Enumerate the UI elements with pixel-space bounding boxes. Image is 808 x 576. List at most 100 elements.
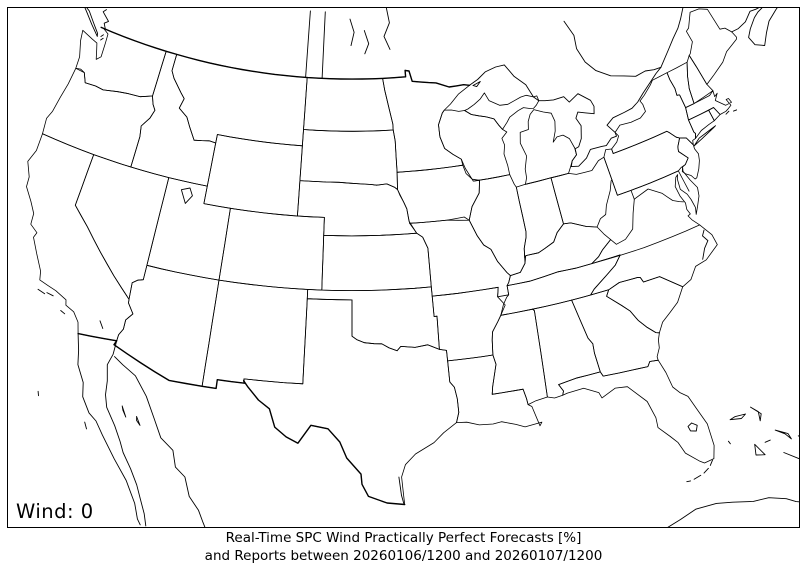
state-boundary-path [686,55,714,104]
coastline-path [667,497,799,527]
state-boundary-path [677,137,700,180]
state-boundary-path [674,166,701,226]
state-boundary-path [591,198,635,264]
hazard-count-label: Wind: 0 [16,500,94,523]
state-boundary-path [678,170,690,192]
coastline-path [100,37,104,41]
state-boundary-path [130,50,217,187]
coastline-path [725,110,730,115]
country-border-path [77,332,246,390]
coastline-path [398,476,405,504]
country-border-path [243,380,406,506]
state-boundary-path [611,72,696,154]
state-boundary-path [519,109,577,185]
state-boundary-path [26,133,134,342]
coastline-path [764,439,771,443]
state-boundary-path [201,279,309,389]
coastline-path [729,413,746,421]
coastline-path [321,11,326,79]
state-boundary-path [306,286,440,352]
state-boundary-path [75,28,167,98]
coastline-path [783,452,799,460]
figure-caption: Real-Time SPC Wind Practically Perfect F… [7,530,800,565]
state-boundary-path [464,92,540,130]
borders-layer [77,26,471,506]
coastline-path [774,429,792,440]
state-boundary-path [431,286,506,362]
state-boundary-path [550,156,613,228]
coastline-path [532,8,778,168]
coastline-path [84,8,98,37]
state-boundary-path [42,67,156,168]
coastline-path [305,10,311,78]
state-boundary-path [203,134,303,217]
state-boundary-path [468,174,527,276]
coastline-path [37,288,46,295]
coastline-path [46,292,54,297]
coastline-path [797,435,799,437]
state-boundary-path [571,289,660,377]
state-boundary-path [688,109,715,139]
conus-basemap [26,8,799,527]
state-boundary-path [500,254,621,316]
coastline-path [687,422,698,432]
coastline-path [349,18,355,47]
state-boundary-path [303,77,394,132]
coastline-path [733,109,738,112]
coastline-path [60,310,66,315]
caption-line-2: and Reports between 20260106/1200 and 20… [204,547,603,564]
state-boundary-path [515,177,564,259]
coastline-path [102,9,109,30]
state-boundary-path [113,264,220,387]
state-boundary-path [218,207,325,291]
coastline-path [709,459,713,466]
country-border-path [100,26,407,80]
coastline-path [383,8,391,50]
coastline-path [693,474,702,480]
coastline-path [472,81,481,88]
coastline-path [469,64,534,98]
map-frame: Wind: 0 [7,7,800,528]
coastline-path [100,34,104,37]
state-boundary-path [396,164,480,224]
coastline-path [99,320,104,329]
state-boundary-path [532,299,601,399]
coastline-path [702,229,709,260]
state-boundary-path [590,224,718,296]
state-boundary-path [438,109,511,182]
coastline-path [114,356,206,527]
coastline-path [180,187,193,204]
coastline-path [686,480,692,483]
coastline-path [77,333,141,526]
coastline-path [750,406,762,422]
coastline-path [363,30,370,55]
state-boundary-path [491,308,548,405]
coastline-path [693,125,716,147]
state-boundary-path [299,129,398,190]
state-boundary-path [321,232,432,291]
coastline-path [754,443,766,456]
caption-line-1: Real-Time SPC Wind Practically Perfect F… [225,530,582,546]
state-boundary-path [606,276,684,334]
coastline-path [563,20,662,77]
coast-layer [37,8,799,527]
coastline-path [136,416,141,426]
state-boundary-path [447,354,543,428]
coastline-path [84,421,87,430]
state-boundary-path [74,154,170,300]
coastline-path [121,405,127,418]
state-boundary-path [506,222,611,287]
coastline-path [703,467,709,474]
state-boundary-path [685,90,732,121]
coastline-path [727,440,731,445]
state-boundary-path [171,54,308,147]
state-boundary-path [146,177,231,281]
state-boundary-path [708,107,721,122]
state-boundary-path [686,8,737,85]
state-boundary-path [297,180,418,237]
states-layer [26,8,737,505]
state-boundary-path [243,298,460,505]
state-boundary-path [633,188,684,203]
country-border-path [404,69,471,88]
